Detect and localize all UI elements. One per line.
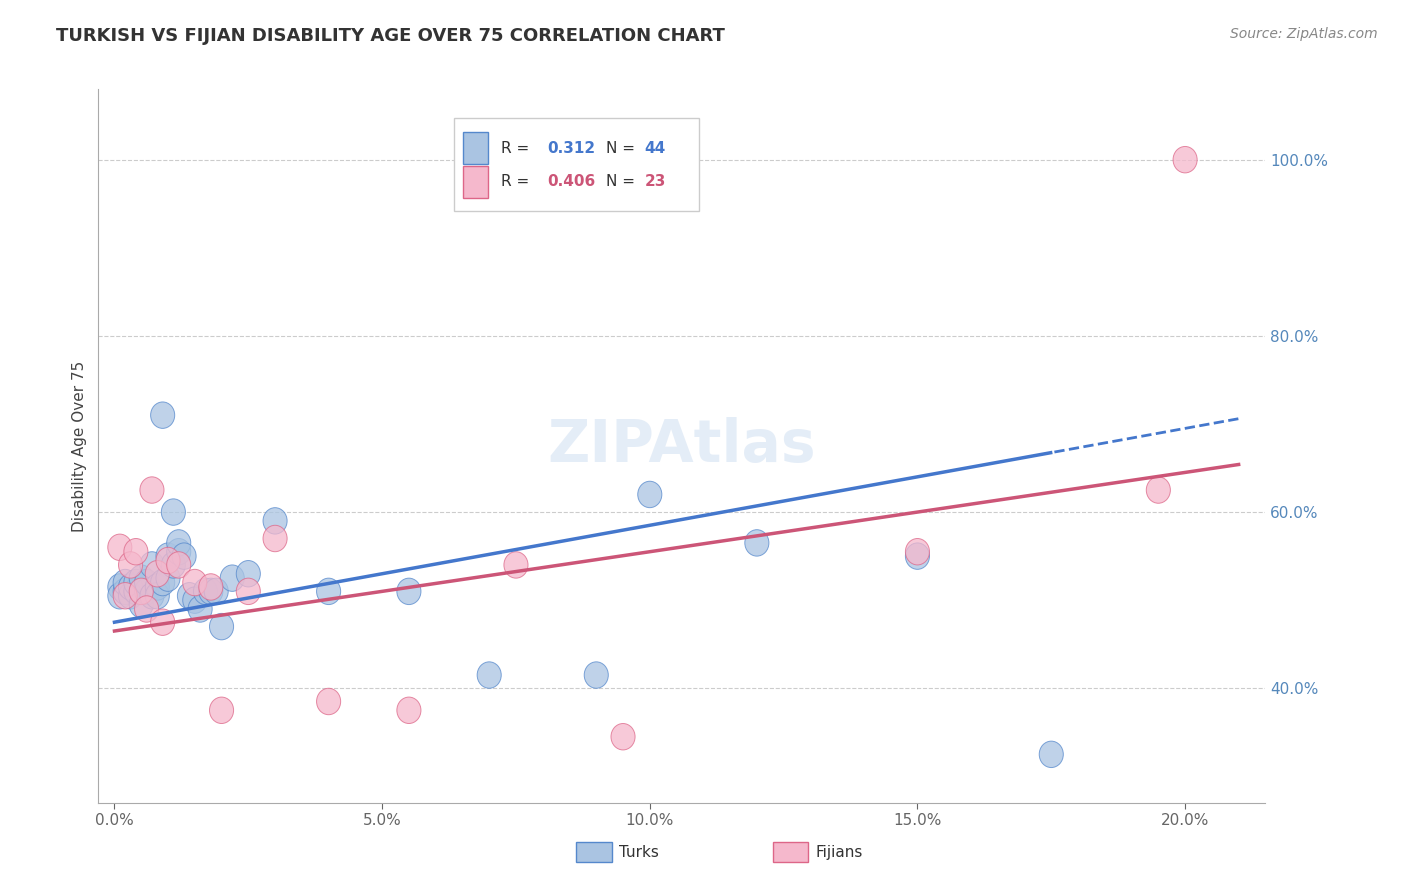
Ellipse shape: [209, 697, 233, 723]
Ellipse shape: [263, 525, 287, 552]
Ellipse shape: [150, 402, 174, 428]
Text: R =: R =: [501, 141, 534, 156]
Ellipse shape: [112, 569, 138, 596]
Ellipse shape: [236, 560, 260, 587]
Ellipse shape: [145, 560, 169, 587]
Ellipse shape: [162, 552, 186, 578]
Ellipse shape: [112, 582, 138, 609]
Ellipse shape: [129, 578, 153, 605]
Ellipse shape: [905, 543, 929, 569]
Text: 0.312: 0.312: [548, 141, 596, 156]
Ellipse shape: [204, 578, 228, 605]
Ellipse shape: [167, 530, 191, 556]
Ellipse shape: [129, 578, 153, 605]
Ellipse shape: [263, 508, 287, 534]
Ellipse shape: [183, 587, 207, 614]
FancyBboxPatch shape: [454, 118, 699, 211]
Ellipse shape: [108, 574, 132, 600]
Text: Turks: Turks: [619, 846, 658, 860]
Ellipse shape: [156, 565, 180, 591]
Ellipse shape: [124, 539, 148, 565]
Text: 23: 23: [644, 175, 666, 189]
Ellipse shape: [118, 582, 142, 609]
Ellipse shape: [167, 552, 191, 578]
Ellipse shape: [177, 582, 201, 609]
Ellipse shape: [141, 477, 165, 503]
FancyBboxPatch shape: [463, 132, 488, 164]
Ellipse shape: [141, 552, 165, 578]
Ellipse shape: [141, 582, 165, 609]
Ellipse shape: [135, 569, 159, 596]
Text: Source: ZipAtlas.com: Source: ZipAtlas.com: [1230, 27, 1378, 41]
Ellipse shape: [198, 574, 224, 600]
Ellipse shape: [150, 569, 174, 596]
Ellipse shape: [477, 662, 502, 689]
FancyBboxPatch shape: [463, 166, 488, 198]
Ellipse shape: [396, 697, 420, 723]
Ellipse shape: [145, 574, 169, 600]
Ellipse shape: [188, 596, 212, 623]
Ellipse shape: [108, 582, 132, 609]
Ellipse shape: [236, 578, 260, 605]
Ellipse shape: [745, 530, 769, 556]
Ellipse shape: [1146, 477, 1170, 503]
Ellipse shape: [316, 689, 340, 714]
Y-axis label: Disability Age Over 75: Disability Age Over 75: [72, 360, 87, 532]
Ellipse shape: [167, 539, 191, 565]
Ellipse shape: [145, 582, 169, 609]
Text: N =: N =: [606, 141, 640, 156]
Ellipse shape: [585, 662, 609, 689]
Text: 44: 44: [644, 141, 666, 156]
Ellipse shape: [172, 543, 195, 569]
Ellipse shape: [162, 499, 186, 525]
Ellipse shape: [156, 543, 180, 569]
Ellipse shape: [1039, 741, 1063, 767]
Ellipse shape: [150, 609, 174, 635]
Text: ZIPAtlas: ZIPAtlas: [547, 417, 817, 475]
Ellipse shape: [905, 539, 929, 565]
Ellipse shape: [198, 578, 224, 605]
Text: 0.406: 0.406: [548, 175, 596, 189]
Ellipse shape: [316, 578, 340, 605]
Text: R =: R =: [501, 175, 534, 189]
Ellipse shape: [638, 482, 662, 508]
Ellipse shape: [108, 534, 132, 560]
Ellipse shape: [209, 614, 233, 640]
Ellipse shape: [183, 569, 207, 596]
Text: TURKISH VS FIJIAN DISABILITY AGE OVER 75 CORRELATION CHART: TURKISH VS FIJIAN DISABILITY AGE OVER 75…: [56, 27, 725, 45]
Ellipse shape: [503, 552, 529, 578]
Text: Fijians: Fijians: [815, 846, 863, 860]
Ellipse shape: [118, 574, 142, 600]
Ellipse shape: [612, 723, 636, 750]
Ellipse shape: [124, 578, 148, 605]
Ellipse shape: [1173, 146, 1197, 173]
Ellipse shape: [396, 578, 420, 605]
Ellipse shape: [112, 578, 138, 605]
Ellipse shape: [194, 578, 218, 605]
Ellipse shape: [221, 565, 245, 591]
Ellipse shape: [118, 552, 142, 578]
Ellipse shape: [135, 596, 159, 623]
Ellipse shape: [156, 548, 180, 574]
Ellipse shape: [135, 578, 159, 605]
Text: N =: N =: [606, 175, 640, 189]
Ellipse shape: [129, 565, 153, 591]
Ellipse shape: [124, 569, 148, 596]
Ellipse shape: [129, 591, 153, 618]
